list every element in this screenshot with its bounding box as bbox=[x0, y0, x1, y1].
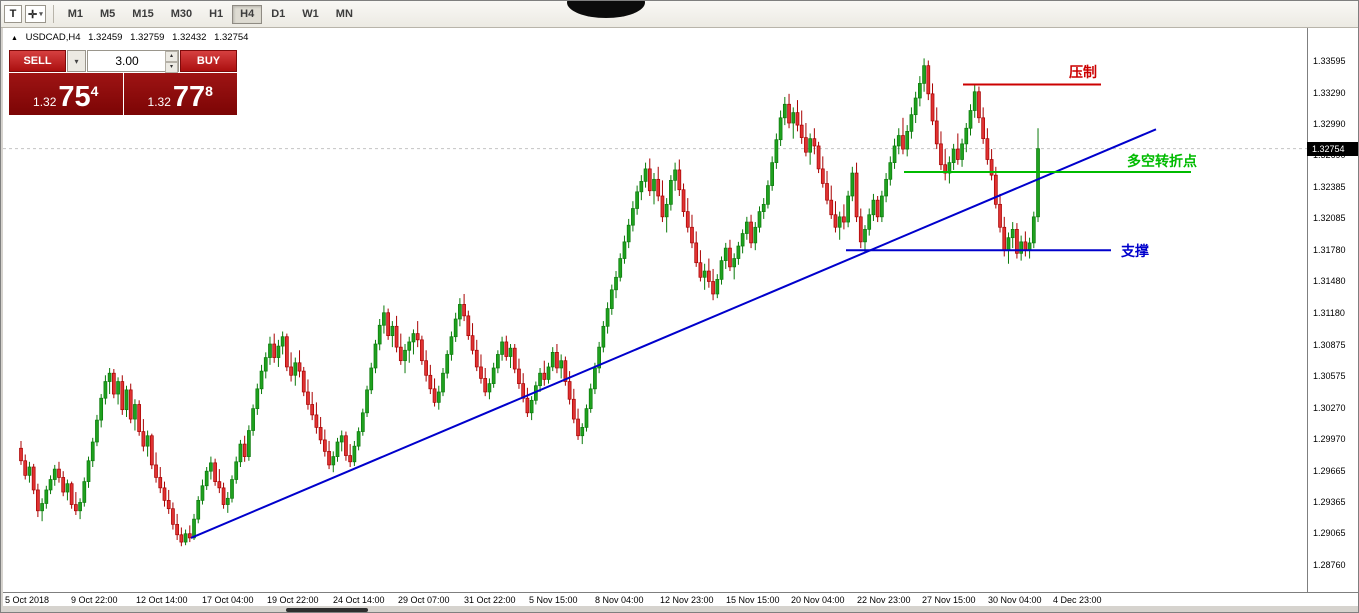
sell-price-pip: 4 bbox=[90, 83, 99, 99]
timeframe-m1-button[interactable]: M1 bbox=[60, 5, 91, 24]
text-tool-button[interactable]: T bbox=[4, 5, 22, 23]
price-axis-label: 1.32990 bbox=[1313, 119, 1346, 130]
price-axis-label: 1.29970 bbox=[1313, 433, 1346, 444]
timeframe-m5-button[interactable]: M5 bbox=[92, 5, 123, 24]
volume-decrease-button[interactable]: ▾ bbox=[165, 62, 178, 73]
sell-price-display[interactable]: 1.32 75 4 bbox=[9, 73, 123, 115]
time-axis-label: 9 Oct 22:00 bbox=[71, 595, 118, 605]
price-axis-label: 1.28760 bbox=[1313, 560, 1346, 570]
buy-button[interactable]: BUY bbox=[180, 50, 237, 72]
volume-increase-button[interactable]: ▴ bbox=[165, 51, 178, 62]
price-axis-label: 1.30270 bbox=[1313, 402, 1346, 413]
volume-field: ▴ ▾ bbox=[87, 50, 179, 73]
price-axis-label: 1.32385 bbox=[1313, 182, 1346, 193]
chart-marker-icon: ▲ bbox=[11, 35, 18, 42]
chevron-down-icon: ▾ bbox=[39, 11, 43, 18]
buy-price-display[interactable]: 1.32 77 8 bbox=[123, 73, 237, 115]
time-axis-label: 12 Oct 14:00 bbox=[136, 595, 188, 605]
time-axis-label: 5 Oct 2018 bbox=[5, 595, 50, 605]
crosshair-icon: ✛ bbox=[28, 8, 38, 21]
timeframe-h1-button[interactable]: H1 bbox=[201, 5, 231, 24]
time-axis-label: 4 Dec 23:00 bbox=[1053, 595, 1102, 605]
price-axis-label: 1.31180 bbox=[1313, 307, 1345, 318]
symbol-label: USDCAD,H4 bbox=[25, 32, 81, 43]
price-axis-label: 1.29665 bbox=[1313, 465, 1346, 476]
timeframe-m30-button[interactable]: M30 bbox=[163, 5, 200, 24]
time-axis-label: 29 Oct 07:00 bbox=[398, 595, 450, 605]
timeframe-mn-button[interactable]: MN bbox=[328, 5, 361, 24]
price-axis-label: 1.33290 bbox=[1313, 87, 1346, 98]
time-axis-label: 8 Nov 04:00 bbox=[595, 595, 644, 605]
price-axis-label: 1.29065 bbox=[1313, 528, 1346, 539]
timeframe-d1-button[interactable]: D1 bbox=[263, 5, 293, 24]
timeframe-w1-button[interactable]: W1 bbox=[294, 5, 327, 24]
price-axis-label: 1.30875 bbox=[1313, 339, 1346, 350]
candlestick-chart[interactable] bbox=[3, 28, 1307, 592]
price-axis-label: 1.29365 bbox=[1313, 496, 1346, 507]
timeframe-h4-button[interactable]: H4 bbox=[232, 4, 263, 24]
time-axis-label: 17 Oct 04:00 bbox=[202, 595, 254, 605]
crosshair-tool-button[interactable]: ✛ ▾ bbox=[25, 5, 46, 23]
time-axis-label: 20 Nov 04:00 bbox=[791, 595, 845, 605]
buy-price-prefix: 1.32 bbox=[147, 95, 171, 109]
time-axis: 5 Oct 2018 9 Oct 22:00 12 Oct 14:00 17 Oct … bbox=[3, 592, 1358, 606]
price-axis: 1.335951.332901.329901.326901.323851.320… bbox=[1307, 28, 1358, 592]
price-axis-label: 1.32085 bbox=[1313, 213, 1346, 224]
chart-canvas[interactable] bbox=[3, 28, 1307, 592]
time-axis-label: 5 Nov 15:00 bbox=[529, 595, 578, 605]
order-options-dropdown[interactable]: ▾ bbox=[67, 50, 86, 72]
annotation-resistance: 压制 bbox=[1069, 64, 1097, 80]
volume-input[interactable] bbox=[88, 51, 178, 71]
price-axis-label: 1.31480 bbox=[1313, 276, 1346, 287]
time-axis-label: 12 Nov 23:00 bbox=[660, 595, 714, 605]
buy-price-main: 77 bbox=[172, 81, 206, 113]
price-axis-label: 1.30575 bbox=[1313, 370, 1346, 381]
time-axis-label: 24 Oct 14:00 bbox=[333, 595, 385, 605]
time-axis-label: 15 Nov 15:00 bbox=[726, 595, 780, 605]
symbol-ohlc-info: ▲ USDCAD,H4 1.32459 1.32759 1.32432 1.32… bbox=[11, 32, 253, 43]
annotation-support: 支撑 bbox=[1121, 243, 1149, 259]
sell-price-prefix: 1.32 bbox=[33, 95, 57, 109]
sell-price-main: 75 bbox=[58, 81, 91, 113]
annotation-pivot: 多空转折点 bbox=[1127, 153, 1197, 169]
time-axis-label: 22 Nov 23:00 bbox=[857, 595, 911, 605]
time-axis-label: 31 Oct 22:00 bbox=[464, 595, 516, 605]
black-circle-overlay bbox=[567, 1, 645, 18]
one-click-trading-panel: SELL ▾ ▴ ▾ BUY 1.32 75 4 1.32 77 bbox=[9, 50, 237, 115]
sell-button[interactable]: SELL bbox=[9, 50, 66, 72]
time-axis-label: 19 Oct 22:00 bbox=[267, 595, 319, 605]
time-axis-label: 30 Nov 04:00 bbox=[988, 595, 1042, 605]
timeframe-m15-button[interactable]: M15 bbox=[124, 5, 161, 24]
horizontal-scrollbar[interactable] bbox=[3, 606, 1358, 612]
high-value: 1.32759 bbox=[130, 32, 165, 43]
chevron-down-icon: ▾ bbox=[74, 56, 79, 66]
buy-price-pip: 8 bbox=[205, 83, 213, 99]
time-axis-label: 27 Nov 15:00 bbox=[922, 595, 976, 605]
price-axis-label: 1.33595 bbox=[1313, 56, 1346, 66]
horizontal-scrollbar-thumb[interactable] bbox=[286, 608, 368, 612]
toolbar: T ✛ ▾ M1 M5 M15 M30 H1 H4 D1 W1 MN bbox=[1, 1, 1358, 28]
low-value: 1.32432 bbox=[172, 32, 207, 43]
price-axis-label: 1.31780 bbox=[1313, 245, 1346, 256]
open-value: 1.32459 bbox=[88, 32, 123, 43]
toolbar-separator bbox=[52, 5, 54, 23]
current-price-badge: 1.32754 bbox=[1307, 141, 1358, 156]
close-value: 1.32754 bbox=[214, 32, 249, 43]
